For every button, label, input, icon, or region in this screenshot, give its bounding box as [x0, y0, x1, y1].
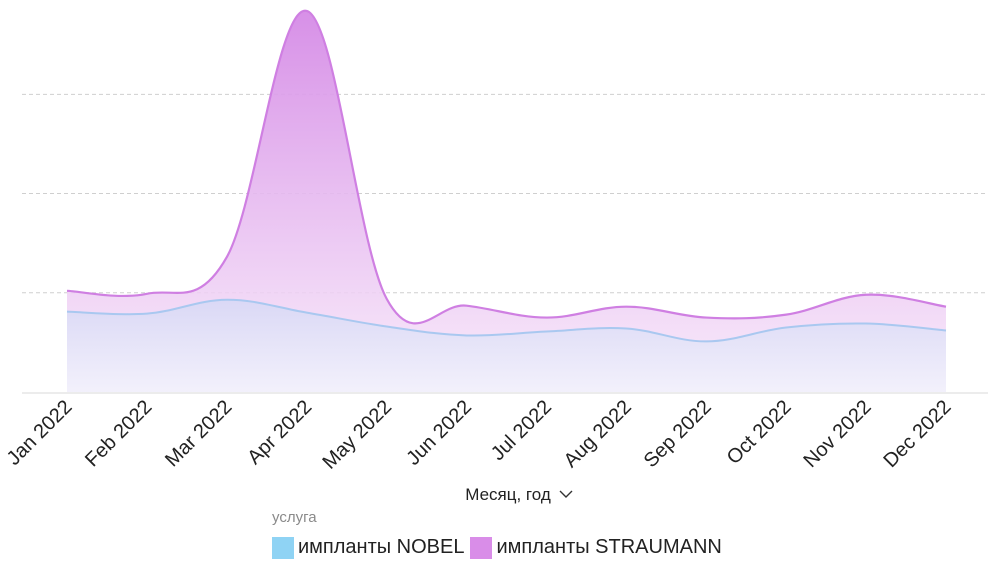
legend-swatch-straumann [470, 536, 493, 559]
series-areas [66, 9, 947, 392]
chevron-down-icon[interactable] [559, 490, 573, 498]
legend-label-straumann: импланты STRAUMANN [496, 536, 722, 558]
x-tick-label: Apr 2022 [243, 396, 316, 469]
x-axis-title[interactable]: Месяц, год [465, 485, 551, 504]
line-nobel[interactable] [66, 298, 947, 343]
x-tick-label: Nov 2022 [800, 396, 876, 472]
x-tick-label: Aug 2022 [560, 396, 636, 472]
legend-item-straumann[interactable]: импланты STRAUMANN [470, 536, 722, 559]
legend: услуга импланты NOBEL импланты STRAUMANN [272, 509, 832, 559]
x-tick-label: Dec 2022 [879, 396, 955, 472]
line-straumann[interactable] [66, 9, 947, 325]
x-tick-label: Jul 2022 [487, 396, 556, 465]
x-tick-label: Mar 2022 [161, 396, 236, 471]
legend-label-nobel: импланты NOBEL [298, 536, 465, 558]
area-nobel[interactable] [67, 299, 946, 392]
x-tick-label: Jan 2022 [3, 396, 77, 470]
legend-items: импланты NOBEL импланты STRAUMANN [272, 536, 832, 559]
x-tick-label: Jun 2022 [402, 396, 476, 470]
legend-swatch-nobel [272, 536, 294, 559]
legend-item-nobel[interactable]: импланты NOBEL [272, 536, 464, 559]
x-tick-label: Oct 2022 [723, 396, 796, 469]
x-tick-label: Feb 2022 [81, 396, 156, 471]
x-tick-label: May 2022 [319, 396, 397, 474]
x-axis: Jan 2022 Feb 2022 Mar 2022 Apr 2022 May 2022… [3, 396, 956, 474]
x-tick-label: Sep 2022 [640, 396, 716, 472]
legend-title: услуга [272, 509, 317, 526]
area-straumann[interactable] [67, 10, 946, 342]
gridlines [22, 93, 988, 394]
